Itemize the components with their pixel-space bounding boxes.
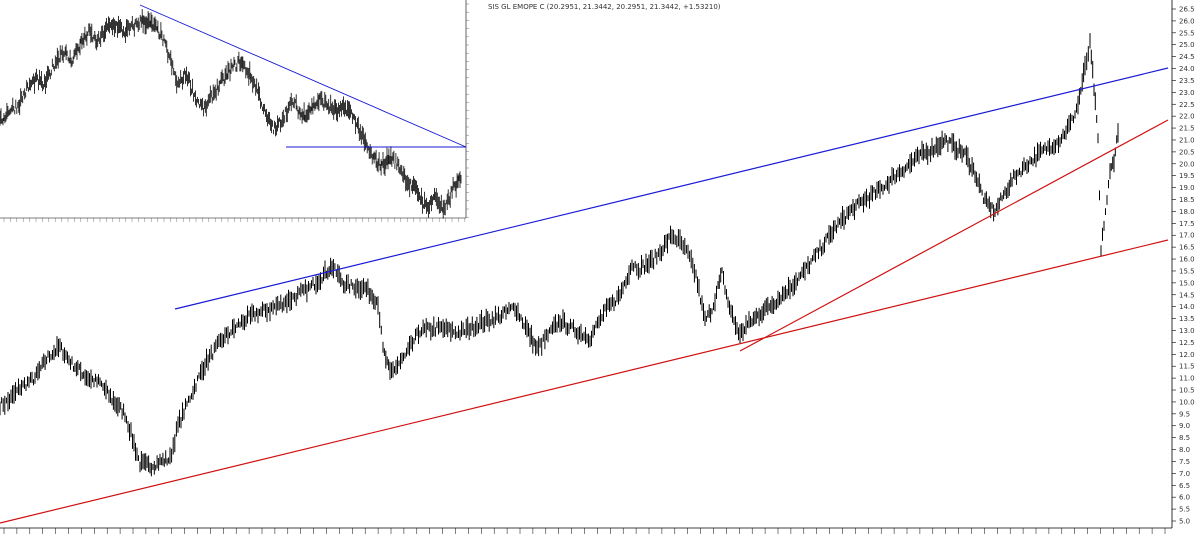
inset-ticks — [3, 3, 469, 222]
y-tick-label: 13.5 — [1179, 315, 1195, 323]
y-tick-label: 21.5 — [1179, 125, 1195, 133]
y-tick-label: 18.5 — [1179, 196, 1195, 204]
inset-chart — [0, 0, 469, 222]
y-tick-label: 21.0 — [1179, 136, 1195, 144]
main-plot — [0, 33, 1169, 524]
y-tick-label: 24.5 — [1179, 53, 1195, 61]
y-tick-label: 19.5 — [1179, 172, 1195, 180]
y-tick-label: 26.0 — [1179, 17, 1195, 25]
y-tick-label: 6.0 — [1179, 494, 1190, 502]
y-tick-label: 5.0 — [1179, 518, 1190, 526]
y-tick-label: 9.5 — [1179, 410, 1190, 418]
y-tick-label: 10.0 — [1179, 398, 1195, 406]
trendline-lower-red — [0, 239, 1169, 524]
y-tick-label: 15.0 — [1179, 279, 1195, 287]
y-tick-label: 8.0 — [1179, 446, 1190, 454]
y-tick-label: 11.0 — [1179, 375, 1195, 383]
y-tick-label: 15.5 — [1179, 267, 1195, 275]
y-tick-label: 24.0 — [1179, 65, 1195, 73]
y-tick-label: 20.0 — [1179, 160, 1195, 168]
y-axis: 5.0 5.5 6.0 6.5 7.0 7.5 8.0 8.5 9.0 9.5 10.0 10.5 11… — [1171, 0, 1195, 528]
y-tick-label: 23.5 — [1179, 77, 1195, 85]
y-tick-label: 18.0 — [1179, 208, 1195, 216]
inset-trendline-blue — [139, 4, 467, 148]
y-tick-label: 25.5 — [1179, 29, 1195, 37]
y-tick-label: 14.0 — [1179, 303, 1195, 311]
y-tick-label: 19.0 — [1179, 184, 1195, 192]
y-tick-label: 17.0 — [1179, 232, 1195, 240]
inset-price-series — [0, 9, 462, 219]
chart-title: SIS GL EMOPE C (20.2951, 21.3442, 20.295… — [488, 3, 721, 11]
y-tick-label: 22.0 — [1179, 113, 1195, 121]
y-tick-label: 23.0 — [1179, 89, 1195, 97]
y-tick-label: 16.0 — [1179, 256, 1195, 264]
x-ticks — [3, 528, 1166, 534]
y-tick-label: 5.5 — [1179, 506, 1190, 514]
y-tick-label: 12.5 — [1179, 339, 1195, 347]
y-tick-label: 9.0 — [1179, 422, 1190, 430]
y-tick-label: 6.5 — [1179, 482, 1190, 490]
trendline-upper-blue — [174, 67, 1169, 310]
y-tick-label: 16.5 — [1179, 244, 1195, 252]
y-tick-label: 11.5 — [1179, 363, 1195, 371]
y-tick-label: 7.0 — [1179, 470, 1190, 478]
x-axis — [0, 527, 1172, 534]
inset-background — [0, 0, 468, 222]
y-tick-label: 7.5 — [1179, 458, 1190, 466]
trendline-mid-red — [739, 119, 1169, 352]
y-tick-label: 8.5 — [1179, 434, 1190, 442]
y-tick-label: 14.5 — [1179, 291, 1195, 299]
y-tick-label: 22.5 — [1179, 101, 1195, 109]
price-series — [0, 33, 1119, 477]
y-ticks: 5.0 5.5 6.0 6.5 7.0 7.5 8.0 8.5 9.0 9.5 10.0 10.5 11… — [1172, 6, 1195, 526]
y-tick-label: 17.5 — [1179, 220, 1195, 228]
y-tick-label: 25.0 — [1179, 41, 1195, 49]
y-tick-label: 12.0 — [1179, 351, 1195, 359]
y-tick-label: 26.5 — [1179, 6, 1195, 14]
y-tick-label: 20.5 — [1179, 148, 1195, 156]
y-tick-label: 13.0 — [1179, 327, 1195, 335]
y-tick-label: 10.5 — [1179, 387, 1195, 395]
